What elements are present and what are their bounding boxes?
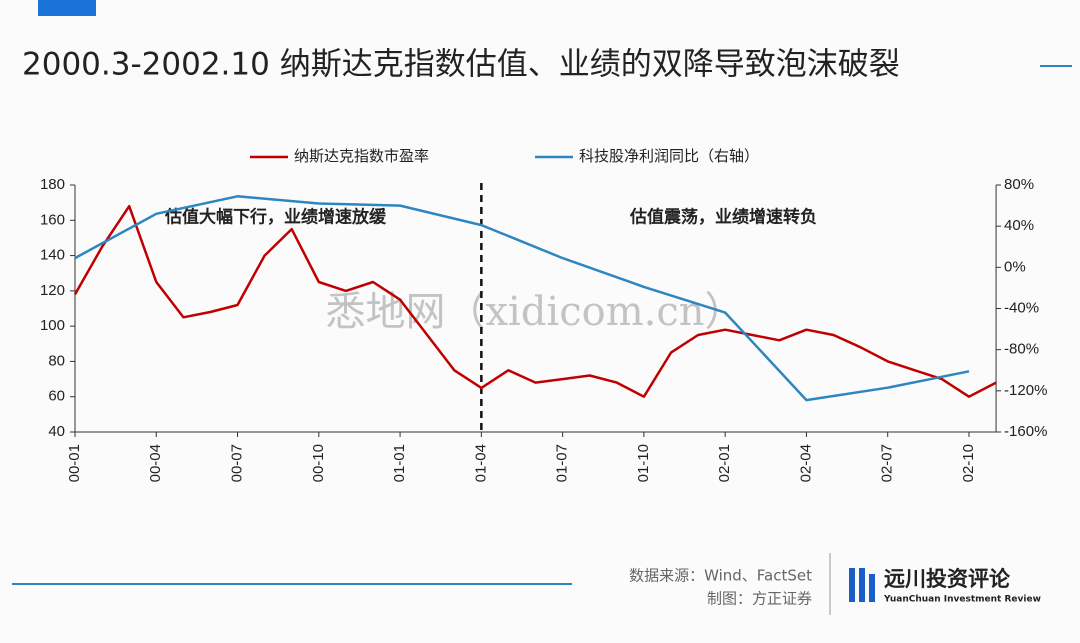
x-tick-label: 01-04 [472, 444, 489, 482]
watermark: 悉地网（xidicom.cn） [325, 289, 744, 335]
y2-tick-label: -120% [1004, 382, 1047, 399]
y-tick-label: 80 [48, 352, 65, 369]
source: 数据来源：Wind、FactSet [629, 567, 812, 585]
x-tick-label: 02-04 [797, 444, 814, 482]
y2-tick-label: -160% [1004, 423, 1047, 440]
x-tick-label: 00-04 [147, 444, 164, 482]
y2-tick-label: 80% [1004, 176, 1034, 193]
accent-bar [38, 0, 96, 16]
y-tick-label: 160 [40, 211, 65, 228]
legend-label: 科技股净利润同比（右轴） [579, 147, 759, 165]
y2-tick-label: -40% [1004, 299, 1039, 316]
y2-tick-label: 40% [1004, 217, 1034, 234]
y-tick-label: 60 [48, 388, 65, 405]
y-tick-label: 40 [48, 423, 65, 440]
annotation: 估值震荡，业绩增速转负 [629, 207, 817, 228]
x-tick-label: 02-07 [879, 444, 896, 482]
series-line [74, 195, 970, 402]
y2-tick-label: -80% [1004, 341, 1039, 358]
x-tick-label: 00-01 [66, 444, 83, 482]
legend-label: 纳斯达克指数市盈率 [294, 147, 429, 165]
y-tick-label: 120 [40, 282, 65, 299]
x-tick-label: 02-01 [716, 444, 733, 482]
chart-title: 2000.3-2002.10 纳斯达克指数估值、业绩的双降导致泡沫破裂 [22, 47, 900, 83]
annotation: 估值大幅下行，业绩增速放缓 [164, 207, 387, 228]
x-tick-label: 02-10 [960, 444, 977, 482]
brand-en: YuanChuan Investment Review [883, 595, 1041, 605]
x-tick-label: 01-10 [635, 444, 652, 482]
series-line [73, 204, 997, 398]
credit: 制图：方正证券 [707, 590, 812, 608]
y-tick-label: 180 [40, 176, 65, 193]
x-tick-label: 01-01 [391, 444, 408, 482]
y-tick-label: 100 [40, 317, 65, 334]
x-tick-label: 01-07 [554, 444, 571, 482]
logo [849, 568, 875, 602]
y-tick-label: 140 [40, 247, 65, 264]
x-tick-label: 00-07 [229, 444, 246, 482]
brand: 远川投资评论 [884, 567, 1011, 591]
y2-tick-label: 0% [1004, 258, 1026, 275]
x-tick-label: 00-10 [310, 444, 327, 482]
